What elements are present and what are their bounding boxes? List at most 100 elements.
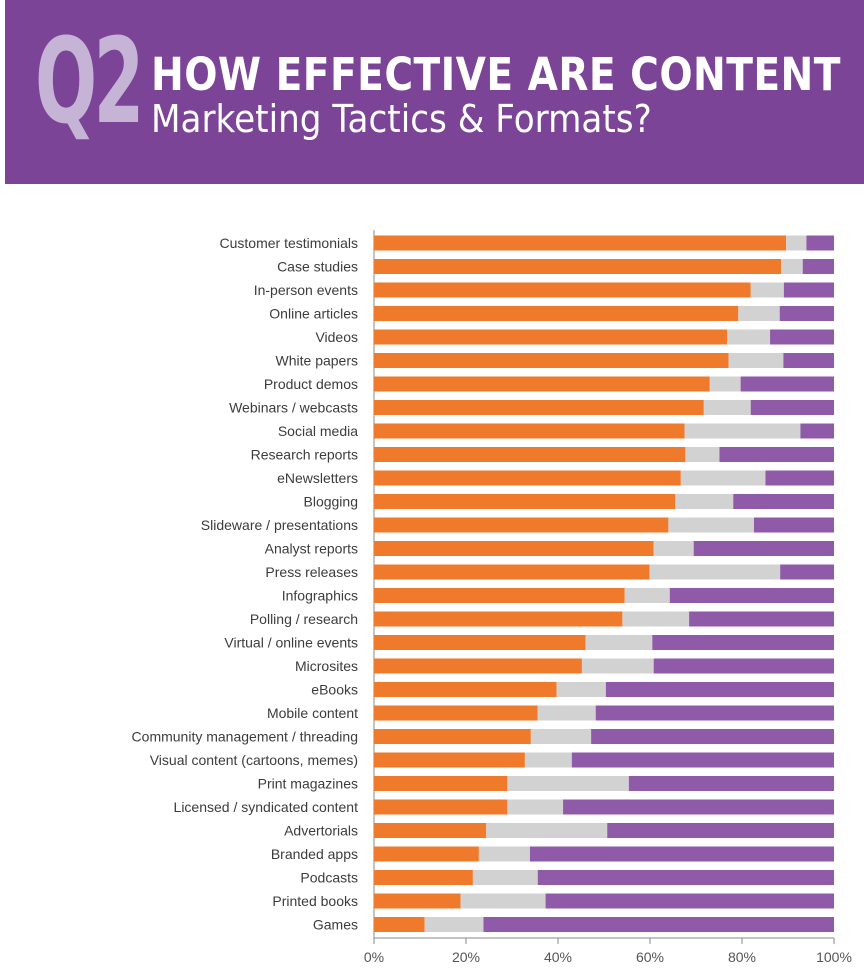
category-label: Videos <box>315 329 358 345</box>
bar-segment-ineffective <box>765 470 834 486</box>
bar-segment-effective <box>374 611 623 627</box>
bar-segment-neutral <box>685 447 720 462</box>
bar-segment-neutral <box>478 846 530 862</box>
bar-segment-ineffective <box>483 917 834 932</box>
bar-segment-effective <box>374 329 728 345</box>
bar-segment-effective <box>374 658 582 674</box>
bar-segment-neutral <box>709 376 741 392</box>
bar-segment-neutral <box>786 235 807 251</box>
category-label: Community management / threading <box>132 729 358 745</box>
bar-segment-effective <box>374 306 739 321</box>
bar-segment-effective <box>374 494 676 509</box>
bar-segment-effective <box>374 423 685 439</box>
category-label: Branded apps <box>271 846 358 862</box>
question-number-badge: Q2 <box>35 12 144 150</box>
bar-segment-effective <box>374 259 782 274</box>
category-label: Licensed / syndicated content <box>174 799 359 815</box>
category-label: Product demos <box>264 376 358 392</box>
bar-segment-neutral <box>460 893 546 909</box>
bar-segment-ineffective <box>653 658 834 674</box>
bar-segment-ineffective <box>669 588 834 603</box>
bar-segment-effective <box>374 776 508 791</box>
x-tick-label: 60% <box>636 949 664 965</box>
bar-segment-effective <box>374 917 425 932</box>
bar-segment-ineffective <box>563 799 834 815</box>
bar-segment-ineffective <box>693 541 834 556</box>
bar-segment-ineffective <box>802 259 834 274</box>
category-label: Press releases <box>265 564 358 580</box>
bar-segment-neutral <box>728 353 784 368</box>
bar-segment-effective <box>374 846 479 862</box>
page-subtitle: Marketing Tactics & Formats? <box>151 97 652 141</box>
category-label: Print magazines <box>258 776 358 792</box>
category-label: Mobile content <box>267 705 358 721</box>
bar-segment-neutral <box>649 564 781 580</box>
category-label: Infographics <box>282 588 358 604</box>
x-tick-label: 20% <box>452 949 480 965</box>
category-label: Polling / research <box>250 611 358 627</box>
bar-segment-effective <box>374 447 686 462</box>
bar-segment-neutral <box>680 470 766 486</box>
bar-segment-ineffective <box>780 564 834 580</box>
bar-segment-ineffective <box>800 423 834 439</box>
bar-segment-ineffective <box>779 306 834 321</box>
bar-segment-ineffective <box>545 893 834 909</box>
bar-segment-ineffective <box>753 517 834 533</box>
category-label: Analyst reports <box>265 541 358 557</box>
x-tick-label: 0% <box>364 949 384 965</box>
category-label: Visual content (cartoons, memes) <box>150 752 358 768</box>
bar-segment-ineffective <box>740 376 834 392</box>
bar-segment-effective <box>374 376 710 392</box>
x-tick-label: 80% <box>728 949 756 965</box>
bar-segment-effective <box>374 400 704 415</box>
bar-segment-neutral <box>703 400 751 415</box>
bar-segment-neutral <box>556 682 606 697</box>
bar-segment-effective <box>374 752 525 768</box>
bar-segment-neutral <box>781 259 803 274</box>
bar-segment-neutral <box>684 423 801 439</box>
bar-segment-effective <box>374 635 586 650</box>
bar-segment-effective <box>374 893 461 909</box>
x-tick-label: 40% <box>544 949 572 965</box>
bar-segment-ineffective <box>607 823 834 838</box>
bar-segment-neutral <box>507 776 629 791</box>
bar-segment-neutral <box>750 282 784 298</box>
bar-segment-neutral <box>653 541 694 556</box>
bar-segment-effective <box>374 541 654 556</box>
bar-segment-neutral <box>581 658 654 674</box>
bar-segment-neutral <box>738 306 780 321</box>
bar-segment-ineffective <box>806 235 834 251</box>
category-label: White papers <box>276 353 358 369</box>
category-label: In-person events <box>254 282 358 298</box>
bar-segment-effective <box>374 282 751 298</box>
category-label: Games <box>313 917 358 933</box>
bar-segment-ineffective <box>595 705 834 721</box>
bar-segment-ineffective <box>529 846 834 862</box>
category-label: Online articles <box>269 306 358 322</box>
bar-segment-effective <box>374 729 531 744</box>
page-title: HOW EFFECTIVE ARE CONTENT <box>151 48 841 101</box>
bar-segment-neutral <box>727 329 771 345</box>
bar-segment-neutral <box>537 705 596 721</box>
bar-segment-effective <box>374 799 508 815</box>
bar-segment-effective <box>374 517 669 533</box>
bar-segment-effective <box>374 235 787 251</box>
bar-segment-effective <box>374 470 681 486</box>
bar-segment-ineffective <box>605 682 834 697</box>
category-label: Slideware / presentations <box>201 517 358 533</box>
category-label: Research reports <box>251 447 358 463</box>
category-label: Podcasts <box>300 870 358 886</box>
bar-segment-neutral <box>486 823 608 838</box>
bar-segment-effective <box>374 353 729 368</box>
bar-segment-ineffective <box>652 635 834 650</box>
category-label: Customer testimonials <box>220 235 359 251</box>
category-label: Case studies <box>277 259 358 275</box>
category-label: Social media <box>278 423 358 439</box>
bar-segment-effective <box>374 823 487 838</box>
bar-segment-effective <box>374 588 625 603</box>
bar-segment-ineffective <box>571 752 834 768</box>
bar-segment-ineffective <box>689 611 834 627</box>
bar-segment-ineffective <box>591 729 834 744</box>
bar-segment-ineffective <box>719 447 834 462</box>
